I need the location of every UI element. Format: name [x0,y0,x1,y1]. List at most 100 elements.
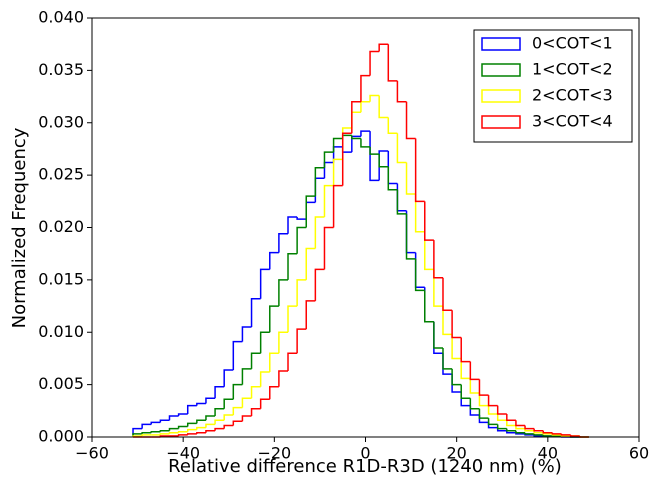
histogram-step [223,424,234,429]
histogram-step [205,423,216,428]
histogram-step [378,154,389,168]
legend-swatch [481,37,521,51]
histogram-step [360,74,371,102]
histogram-step [150,421,161,425]
histogram-step [469,378,480,394]
histogram-step [241,415,252,422]
histogram-step [341,146,352,153]
histogram-step [232,406,243,416]
y-tick-label: 0.015 [38,269,84,288]
histogram-step [205,415,216,421]
histogram-step [378,43,389,52]
histogram-step [369,131,380,182]
histogram-step [168,432,179,434]
series [132,134,589,438]
histogram-step [323,226,334,270]
histogram-step [487,395,498,407]
histogram-step [396,183,407,212]
x-tick-label: −60 [75,444,109,463]
histogram-step [196,426,206,430]
histogram-step [269,251,279,270]
histogram-step [351,101,361,134]
histogram-step [250,385,261,399]
histogram-step [460,384,471,399]
legend-swatch [481,115,521,129]
histogram-step [278,370,289,387]
histogram-step [214,385,225,399]
histogram-step [396,189,407,215]
histogram-step [223,414,234,421]
histogram-step [524,425,535,430]
histogram-step [223,369,234,387]
histogram-step [442,353,453,375]
histogram-step [314,216,325,249]
histogram-step [360,130,371,137]
y-tick-label: 0.030 [38,112,84,131]
y-tick-label: 0.005 [38,374,84,393]
histogram-step [533,428,544,432]
histogram-step [314,177,325,203]
histogram-step [405,210,416,254]
y-tick-label: 0.040 [38,8,84,27]
histogram-step [159,433,170,435]
histogram-step [305,195,316,228]
histogram-step [378,95,389,119]
histogram-step [159,419,170,423]
legend-label: 3<COT<4 [532,112,613,131]
histogram-step [241,397,252,408]
axes-frame [91,17,640,438]
histogram-step [469,361,480,381]
histogram-step [424,287,434,323]
histogram-step [369,146,380,155]
histogram-step [451,334,462,360]
series [132,130,589,438]
histogram-step [341,134,352,139]
histogram-step [259,398,270,409]
histogram-step [323,151,334,168]
histogram-step [168,415,179,421]
histogram-step [351,111,361,128]
histogram-step [287,216,298,234]
histogram-step [515,425,526,430]
histogram-step [259,268,270,299]
histogram-step [478,379,489,396]
y-tick-label: 0.025 [38,165,84,184]
histogram-step [414,252,425,288]
histogram-step [305,247,316,280]
histogram-step [223,398,234,409]
legend-label: 0<COT<1 [532,34,613,53]
histogram-step [186,428,197,432]
y-tick-label: 0.000 [38,427,84,446]
histogram-step [569,434,580,437]
legend-label: 1<COT<2 [532,60,613,79]
histogram-step [314,268,325,301]
y-axis-label: Normalized Frequency [9,127,30,328]
histogram-step [506,413,516,421]
histogram-step [369,50,380,76]
histogram-step [141,434,152,436]
histogram-step [414,193,425,233]
histogram-step [150,431,161,433]
legend-box [473,29,633,143]
histogram-step [323,184,334,218]
histogram-step [542,434,553,437]
histogram-step [424,201,434,241]
histogram-step [332,146,343,163]
histogram-step [433,321,443,349]
histogram-step [186,404,197,414]
histogram-step [405,213,416,260]
histogram-step [360,101,371,113]
histogram-step [177,413,188,417]
x-tick-label: −20 [257,444,291,463]
histogram-step [442,306,453,336]
histogram-step [296,226,307,254]
histogram-step [332,137,343,153]
histogram-step [387,117,398,134]
histogram-step [487,418,498,426]
histogram-step [287,352,298,372]
histogram-step [250,407,261,417]
histogram-step [424,231,434,271]
histogram-step [214,407,225,417]
histogram-step [196,432,206,434]
